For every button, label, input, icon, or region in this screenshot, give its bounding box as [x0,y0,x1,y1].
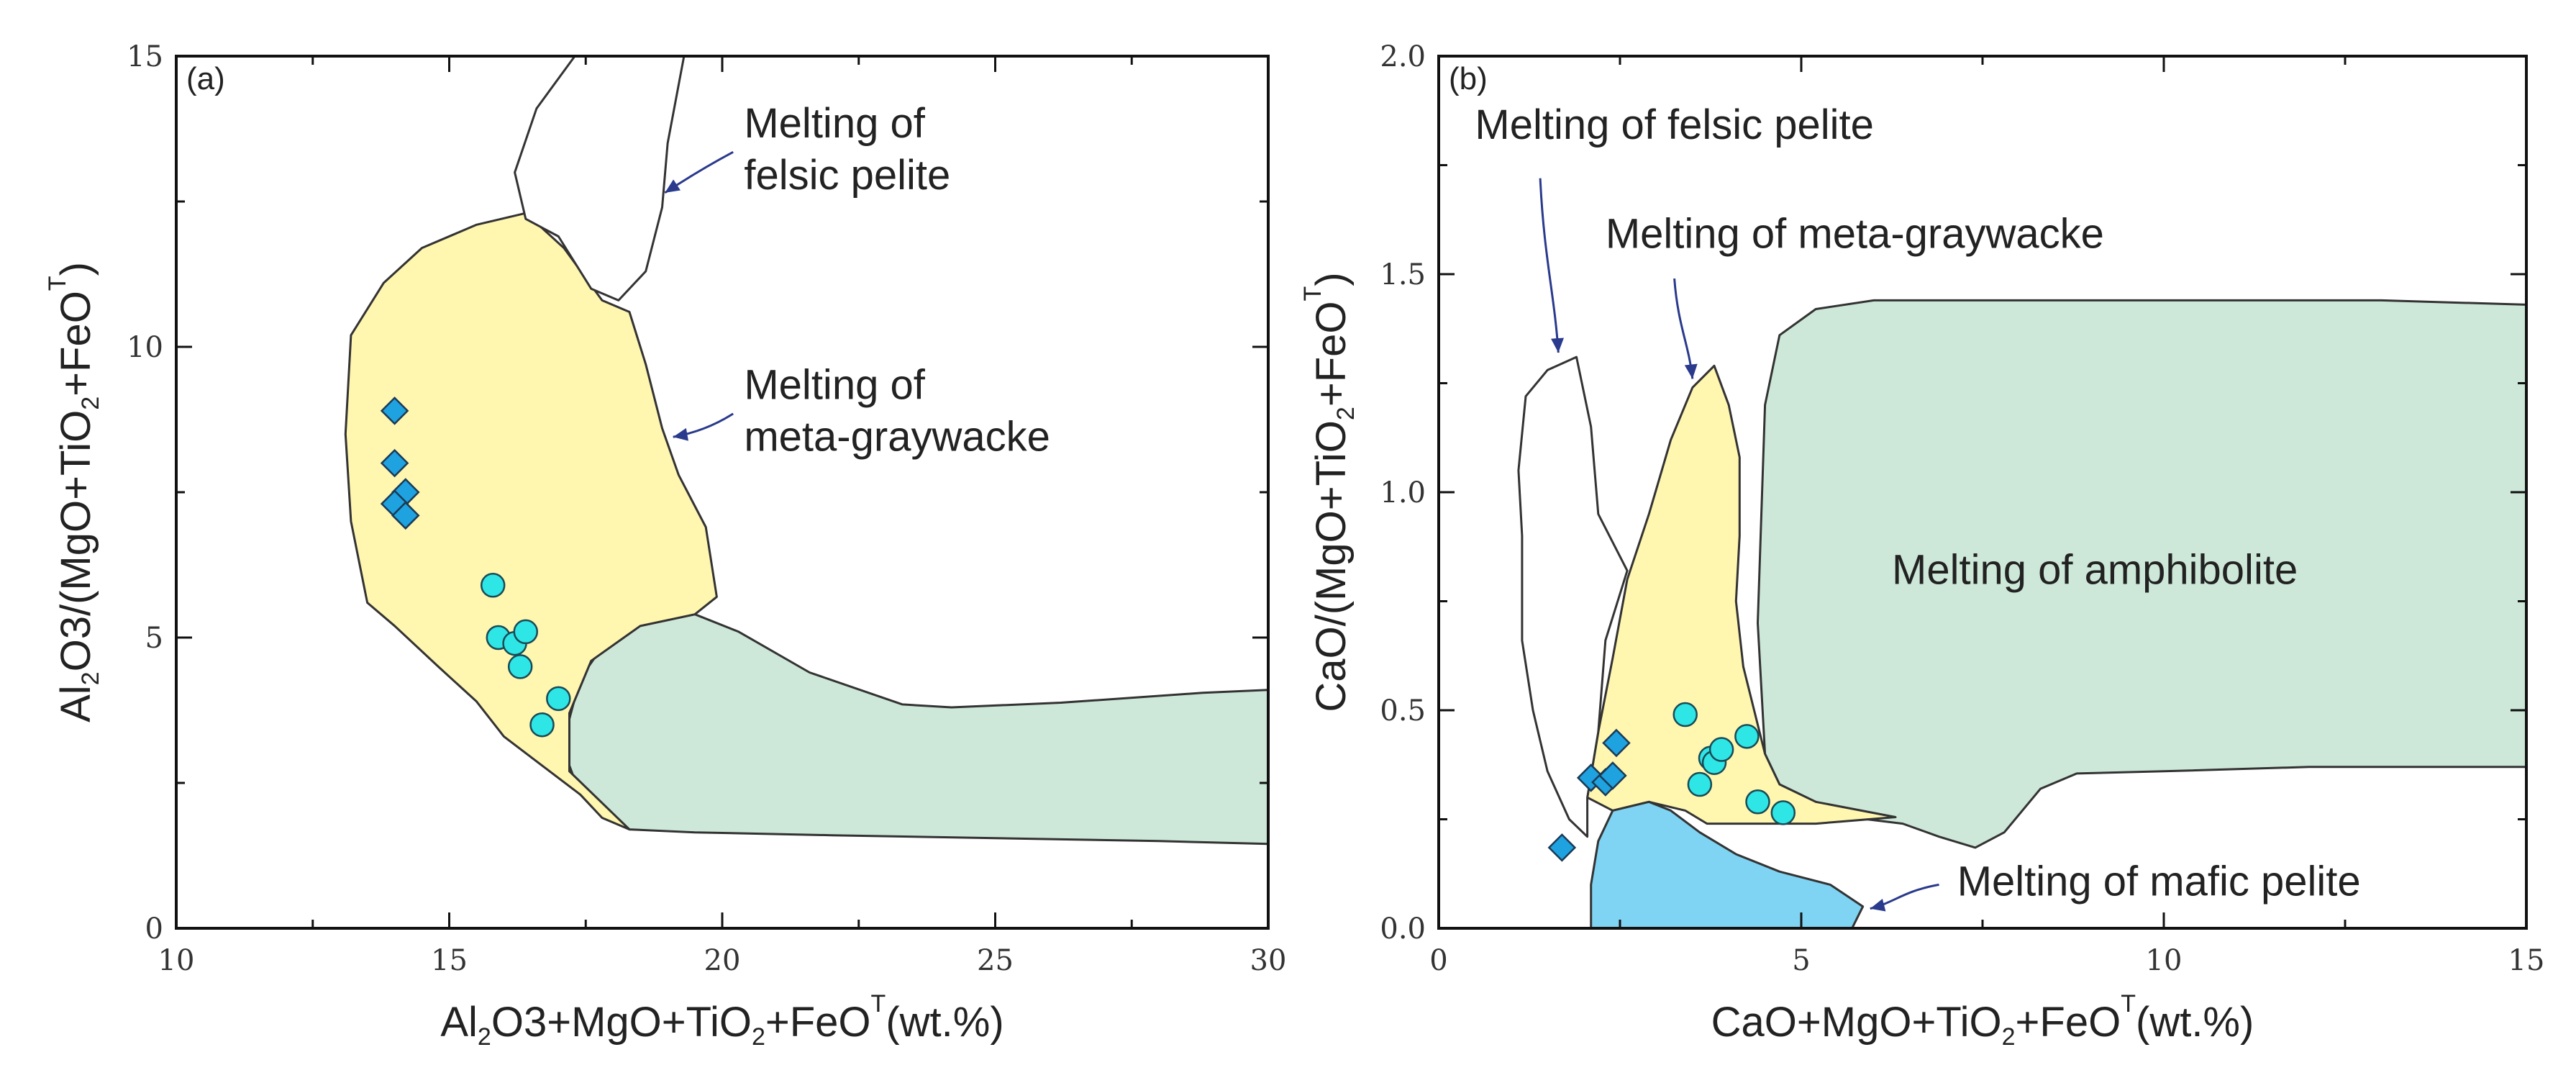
y-tick-label-b: 0.5 [1380,694,1426,728]
y-tick-label-a: 10 [127,331,163,364]
annotation-b-2: Melting of amphibolite [1892,546,2298,593]
y-axis-title-b-part: CaO/(MgO+TiO [1308,420,1355,712]
y-axis-title-a-part: 2 [77,397,104,410]
y-tick-label-b: 1.0 [1380,476,1426,509]
data-point-circle-b [1708,737,1734,762]
x-tick-label-a: 15 [431,944,468,977]
annotation-arrow-b-0 [1539,178,1560,353]
region-melting-of-felsic-pelite-b [1517,355,1629,838]
data-point-diamond-b [1547,833,1577,862]
data-point-diamond-b [1602,728,1631,758]
annotation-part: Melting of a [1892,546,2108,593]
region-melting-of-meta-graywacke-a [344,212,718,831]
x-axis-title-a-part: 3 [524,999,547,1046]
y-tick-label-b: 2.0 [1380,40,1426,73]
y-axis-title-a-part: 3 [53,616,99,639]
region-melting-of-mafic-pelite-b [1590,800,1865,928]
x-tick-label-a: 20 [704,944,741,977]
x-axis-title-a-part: O [491,999,524,1046]
data-point-circle-b [1672,702,1698,728]
annotation-a-0-line-0: Melting of [744,100,925,147]
panel-label-b: (b) [1449,61,1488,96]
annotation-a-1-line-1: meta-graywacke [744,414,1050,461]
panel-a: 10 15 20 25 30051015Al2O3+MgO+TiO2+FeOT(wt.%… [44,40,1286,1051]
regions-b [1517,299,2526,928]
data-point-circle-b [1770,800,1796,825]
data-point-diamond-a [380,448,409,478]
regions-a [344,56,1268,846]
x-axis-title-b: CaO+MgO+TiO2+FeOT(wt.%) [1711,990,2254,1051]
annotation-arrow-b-1 [1673,278,1694,379]
y-axis-title-b-part: +FeO [1308,301,1355,407]
data-point-circle-b [1745,789,1770,815]
region-melting-of-meta-graywacke-b [1586,364,1897,825]
y-tick-label-a: 5 [145,622,163,655]
y-axis-title-a-part: 2 [77,671,104,685]
y-axis-title-a-part: O [53,639,99,671]
x-tick-label-a: 10 [158,944,195,977]
y-axis-title-a-part: ) [53,262,99,276]
x-tick-label-b: 10 [2146,944,2183,977]
region-melting-of-felsic-pelite-a [514,56,686,302]
y-axis-title-a-part: /(MgO+TiO [53,410,99,616]
y-axis-title-a: Al2O3/(MgO+TiO2+FeOT) [44,262,104,722]
annotation-b-3-line-0: Melting of mafic pelite [1957,858,2361,905]
x-axis-title-a: Al2O3+MgO+TiO2+FeOT(wt.%) [440,990,1003,1051]
data-point-circle-a [507,654,533,679]
x-axis-title-a-part: T [871,990,886,1018]
x-axis-title-b-part: 2 [2002,1023,2016,1051]
x-axis-title-b-part: (wt.%) [2136,999,2254,1046]
y-axis-title-b-part: 2 [1332,407,1360,420]
y-axis-title-a-part: +FeO [53,291,99,397]
data-point-circle-b [1734,724,1760,749]
x-axis-title-a-part: +FeO [765,999,871,1046]
data-point-circle-a [529,712,555,738]
x-tick-label-a: 25 [977,944,1014,977]
data-point-diamond-a [391,501,420,530]
y-axis-title-b-part: T [1299,286,1326,302]
y-axis-title-b-part: ) [1308,272,1355,286]
annotation-a-1-line-0: Melting of [744,362,925,409]
x-axis-title-b-part: CaO+MgO+TiO [1711,999,2002,1046]
y-axis-title-a-part: T [44,276,71,291]
y-tick-label-b: 0.0 [1380,912,1426,946]
annotation-b-1-line-0: Melting of meta-graywacke [1606,211,2104,258]
y-tick-label-a: 0 [145,912,163,946]
x-tick-label-b: 5 [1792,944,1810,977]
y-tick-label-b: 1.5 [1380,258,1426,291]
y-axis-title-a-part: Al [53,685,99,722]
x-tick-label-a: 30 [1250,944,1287,977]
y-tick-label-a: 15 [127,40,163,73]
annotation-part: mphibolite [2108,546,2298,593]
data-point-diamond-b [1598,761,1627,790]
annotation-b-0-line-0: Melting of felsic pelite [1475,101,1873,148]
region-melting-of-amphibolite-a [568,613,1268,846]
annotation-arrowhead-a-1 [673,427,688,441]
x-axis-title-a-part: 2 [478,1023,491,1051]
x-axis-title-b-part: +FeO [2016,999,2121,1046]
data-point-circle-a [513,619,539,645]
x-axis-title-a-part: Al [440,999,478,1046]
data-point-circle-a [480,573,506,598]
annotation-a-0-line-1: felsic pelite [744,152,950,199]
annotation-arrowhead-b-0 [1551,337,1565,353]
region-melting-of-amphibolite-b [1757,299,2526,849]
x-axis-title-a-part: 2 [752,1023,765,1051]
annotation-arrowhead-a-0 [665,179,681,193]
x-axis-title-b-part: T [2121,990,2136,1018]
annotation-arrowhead-b-3 [1870,899,1886,912]
x-tick-label-b: 0 [1429,944,1447,977]
data-point-diamond-a [380,397,409,425]
annotation-arrowhead-b-1 [1684,363,1698,379]
panel-b: 0 5 10 150.00.51.01.52.0CaO+MgO+TiO2+FeOT(w… [1299,40,2544,1051]
data-point-circle-b [1687,771,1713,797]
panel-label-a: (a) [186,61,225,96]
y-axis-title-b: CaO/(MgO+TiO2+FeOT) [1299,272,1360,712]
x-axis-title-a-part: (wt.%) [886,999,1003,1046]
data-point-circle-a [546,686,571,712]
x-axis-title-a-part: +MgO+TiO [547,999,752,1046]
x-tick-label-b: 15 [2508,944,2545,977]
